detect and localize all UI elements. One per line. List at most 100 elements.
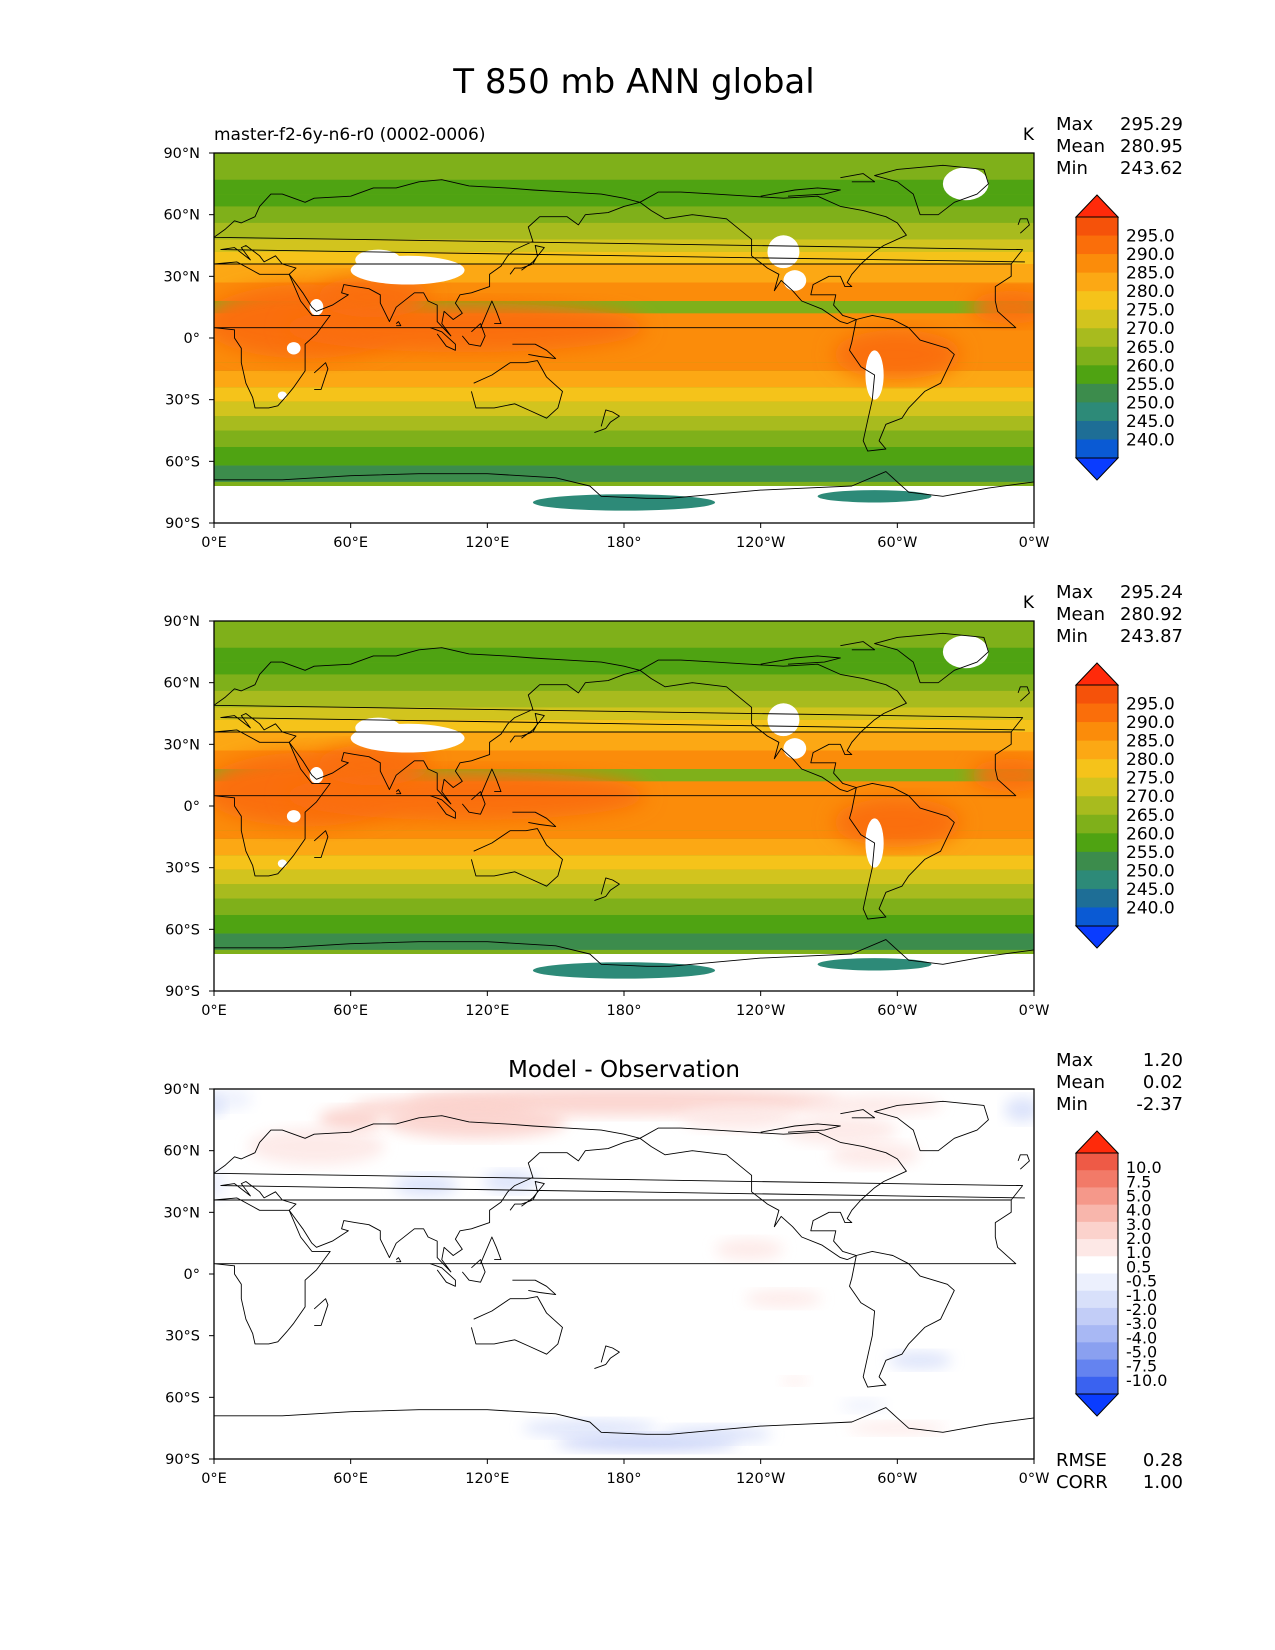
colorbar-segment	[1076, 796, 1118, 816]
stat-max-label: Max	[1056, 114, 1094, 135]
field-band-south	[214, 446, 1034, 466]
coastline	[760, 655, 841, 665]
colorbar-label: -5.0	[1126, 1342, 1157, 1361]
y-tick-label: 60°S	[165, 454, 200, 470]
y-tick-label: 30°N	[163, 269, 200, 285]
stat-mean-value: 280.95	[1120, 136, 1183, 157]
colorbar: 295.0290.0285.0280.0275.0270.0265.0260.0…	[1074, 194, 1175, 481]
colorbar-label: 265.0	[1126, 338, 1175, 358]
y-tick-label: 90°N	[163, 146, 200, 162]
x-tick-label: 60°W	[877, 535, 917, 551]
field-band-south	[214, 914, 1034, 934]
colorbar-segment	[1076, 1273, 1118, 1292]
stat-mean-value: 0.02	[1143, 1072, 1183, 1093]
stat-max-label: Max	[1056, 582, 1094, 603]
field-band-north	[214, 707, 1034, 720]
y-tick-label: 60°N	[163, 1144, 200, 1160]
x-tick-label: 0°E	[201, 1471, 227, 1487]
diff-anomaly	[847, 1422, 948, 1435]
field-band-south	[214, 430, 1034, 447]
colorbar-segment	[1076, 1307, 1118, 1326]
field-band-south	[214, 855, 1034, 870]
colorbar-segment	[1076, 814, 1118, 834]
field-band-north	[214, 206, 1034, 223]
stat-mean-label: Mean	[1056, 136, 1105, 157]
colorbar-label: 255.0	[1126, 843, 1175, 863]
colorbar-frame	[1075, 684, 1119, 927]
coastline	[480, 768, 502, 796]
colorbar-segment	[1076, 291, 1118, 311]
colorbar-segment	[1076, 1153, 1118, 1171]
coastline	[1017, 218, 1030, 234]
coastline	[509, 713, 545, 743]
coastline	[430, 795, 456, 819]
colorbar-label: 0.5	[1126, 1257, 1151, 1276]
colorbar-segment	[1076, 235, 1118, 255]
colorbar-segment	[1076, 365, 1118, 385]
colorbar-label: 250.0	[1126, 393, 1175, 413]
x-tick-label: 120°E	[465, 1003, 509, 1019]
colorbar-segment	[1076, 346, 1118, 366]
colorbar-segment	[1076, 870, 1118, 890]
coastline	[512, 1279, 557, 1296]
corr-label: CORR	[1056, 1472, 1108, 1493]
field-band-north	[214, 662, 1034, 675]
colorbar-segment	[1076, 254, 1118, 274]
map-panel-1: 0°E 60°E 120°E 180° 120°W 60°W 0°W 90°N 60°N 30°N…	[163, 114, 1183, 551]
coastline	[395, 789, 402, 795]
colorbar-label: 245.0	[1126, 880, 1175, 900]
colorbar-segment	[1076, 1342, 1118, 1361]
diff-anomaly	[829, 1142, 921, 1168]
map-panel-3: 0°E 60°E 120°E 180° 120°W 60°W 0°W 90°N 60°N 30°N…	[163, 1050, 1183, 1493]
field-warm-pool	[833, 797, 962, 848]
colorbar-label: -3.0	[1126, 1314, 1157, 1333]
coastline	[214, 729, 1017, 877]
stat-min-label: Min	[1056, 158, 1088, 179]
coastline	[639, 1127, 907, 1261]
coastline	[594, 409, 620, 434]
coastline	[509, 1181, 545, 1211]
y-tick-label: 90°S	[165, 1452, 200, 1468]
stat-min-value: -2.37	[1136, 1094, 1183, 1115]
coastline	[461, 323, 486, 347]
field-band-south	[214, 401, 1034, 417]
missing-data-region	[355, 717, 401, 739]
diff-anomaly	[1004, 1097, 1034, 1122]
coastline	[639, 191, 907, 325]
colorbar-segment	[1076, 439, 1118, 459]
coastline	[461, 791, 486, 815]
coastline	[214, 471, 1034, 499]
y-tick-label: 90°N	[163, 614, 200, 630]
coastline	[214, 647, 1025, 805]
colorbar-segment	[1076, 309, 1118, 329]
y-tick-label: 60°N	[163, 676, 200, 692]
x-tick-label: 180°	[607, 1003, 642, 1019]
y-tick-label: 0°	[184, 331, 200, 347]
colorbar-segment	[1076, 907, 1118, 927]
colorbar-segment	[1076, 1204, 1118, 1223]
coastline	[470, 360, 563, 419]
coastline	[874, 1100, 989, 1152]
colorbar-frame	[1075, 1152, 1119, 1395]
stat-mean-label: Mean	[1056, 604, 1105, 625]
field-band-north	[214, 222, 1034, 240]
field-warm-pool	[316, 744, 431, 786]
coastline	[395, 321, 402, 327]
panel-title-left: master-f2-6y-n6-r0 (0002-0006)	[214, 125, 486, 145]
colorbar-extend-top	[1074, 1130, 1120, 1154]
colorbar-label: 290.0	[1126, 245, 1175, 265]
colorbar-segment	[1076, 685, 1118, 705]
missing-data-region	[277, 391, 287, 400]
coastline	[214, 1197, 1017, 1345]
colorbar-segment	[1076, 1256, 1118, 1274]
coastline	[395, 1257, 402, 1263]
panel-units: K	[1023, 125, 1035, 145]
colorbar-label: 295.0	[1126, 227, 1175, 247]
coastline	[849, 782, 955, 920]
colorbar-label: 285.0	[1126, 264, 1175, 284]
field-band-south	[214, 838, 1034, 856]
colorbar-segment	[1076, 1239, 1118, 1257]
stat-max-value: 295.29	[1120, 114, 1183, 135]
colorbar-label: -7.5	[1126, 1357, 1157, 1376]
diff-anomaly	[214, 1167, 226, 1200]
